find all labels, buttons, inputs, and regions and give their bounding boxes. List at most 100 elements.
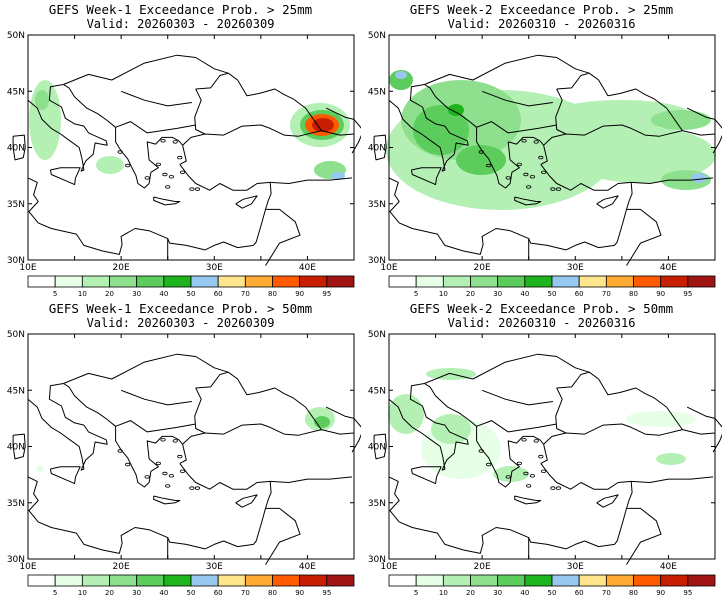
coastline-segment <box>115 121 196 134</box>
colorbar-swatch <box>388 574 417 587</box>
island <box>194 486 201 490</box>
colorbar-level-label: 10 <box>78 589 87 597</box>
coastline-segment <box>194 387 206 434</box>
island <box>165 484 171 488</box>
island <box>526 484 532 488</box>
coastline-segment <box>63 84 183 189</box>
island <box>516 162 522 167</box>
colorbar-level-label: 5 <box>53 589 57 597</box>
colorbar-level-label: 90 <box>656 589 665 597</box>
map-area <box>12 34 361 266</box>
coastline-segment <box>712 418 722 453</box>
colorbar-swatch <box>190 574 219 587</box>
island <box>541 469 547 473</box>
coastline-segment <box>351 418 361 453</box>
colorbar-level-label: 5 <box>53 290 57 298</box>
coastline-segment <box>555 387 567 434</box>
colorbar-level-label: 10 <box>78 290 87 298</box>
coastline-segment <box>424 353 590 384</box>
colorbar-swatch <box>109 275 138 288</box>
panel-title: GEFS Week-2 Exceedance Prob. > 50mm <box>409 301 674 316</box>
coastline-segment <box>540 444 548 464</box>
colorbar-level-label: 40 <box>159 290 168 298</box>
coastline-segment <box>514 196 542 206</box>
colorbar-swatch <box>497 275 526 288</box>
island <box>162 471 168 476</box>
coastline-segment <box>596 195 619 209</box>
coastline-segment <box>179 463 272 550</box>
island <box>180 170 186 174</box>
colorbar-swatch <box>54 275 83 288</box>
coastline-segment <box>540 164 633 251</box>
island <box>550 187 556 191</box>
coastlines <box>12 54 361 266</box>
island <box>155 461 161 466</box>
colorbar-swatch <box>109 574 138 587</box>
coastline-segment <box>543 124 683 146</box>
coastline-segment <box>373 433 387 460</box>
lon-tick-label: 40E <box>299 263 316 273</box>
map-panel-week1-25mm: GEFS Week-1 Exceedance Prob. > 25mm Vali… <box>0 0 361 299</box>
coastline-segment <box>476 121 557 134</box>
colorbar-level-label: 70 <box>602 290 611 298</box>
lat-tick-label: 35N <box>368 499 386 509</box>
coastline-segment <box>153 196 181 206</box>
lat-tick-label: 50N <box>368 330 386 340</box>
colorbar-swatch <box>605 574 634 587</box>
colorbar-level-label: 90 <box>656 290 665 298</box>
colorbar-level-label: 90 <box>295 589 304 597</box>
island <box>155 162 161 167</box>
coastline-segment <box>686 406 716 419</box>
colorbar-swatch <box>660 574 689 587</box>
island <box>521 139 527 143</box>
coastline-segment <box>596 494 619 508</box>
lon-tick-label: 20E <box>474 562 491 572</box>
colorbar-swatch <box>326 574 355 587</box>
coastline-segment <box>388 383 469 471</box>
colorbar-swatch <box>190 275 219 288</box>
colorbar-level-label: 40 <box>159 589 168 597</box>
coastline-segment <box>270 177 353 184</box>
island <box>523 172 529 177</box>
island <box>172 439 178 443</box>
island <box>172 140 178 144</box>
map-area <box>373 34 722 266</box>
lat-tick-label: 50N <box>7 31 25 41</box>
colorbar-level-label: 5 <box>414 589 418 597</box>
colorbar-swatch <box>578 275 607 288</box>
colorbar-level-label: 30 <box>132 589 141 597</box>
colorbar-swatch <box>272 275 301 288</box>
coastline-segment <box>424 54 590 85</box>
colorbar-level-label: 70 <box>241 589 250 597</box>
island <box>516 461 522 466</box>
lat-tick-label: 50N <box>7 330 25 340</box>
colorbar-level-label: 20 <box>466 589 475 597</box>
colorbar: 5 10 20 30 40 50 60 70 80 90 95 <box>27 574 355 597</box>
island <box>162 172 168 177</box>
coastline-segment <box>49 466 81 485</box>
colorbar-swatch <box>687 275 716 288</box>
coastline-segment <box>235 494 258 508</box>
coastline-segment <box>481 90 553 107</box>
colorbar-swatch <box>299 275 328 288</box>
panel-title: GEFS Week-1 Exceedance Prob. > 25mm <box>48 2 313 17</box>
island <box>144 475 150 479</box>
coastline-segment <box>424 84 544 189</box>
coastline-segment <box>179 444 187 464</box>
panel-valid-dates: Valid: 20260303 - 20260309 <box>86 17 275 31</box>
map-figure: 10E 20E 30E 40E 50N 45N 40N 35N 30N 5 10 20 30 40 50 6… <box>368 330 722 597</box>
colorbar-swatch <box>415 574 444 587</box>
island <box>168 175 174 179</box>
coastline-segment <box>179 145 187 165</box>
island <box>177 454 183 459</box>
lon-tick-label: 20E <box>113 263 130 273</box>
coastline-segment <box>631 476 714 483</box>
island <box>505 176 511 180</box>
colorbar-swatch <box>272 574 301 587</box>
lon-tick-label: 10E <box>380 263 397 273</box>
coastline-segment <box>351 119 361 154</box>
colorbar-swatch <box>299 574 328 587</box>
panel-title: GEFS Week-2 Exceedance Prob. > 25mm <box>409 2 674 17</box>
map-figure: 10E 20E 30E 40E 50N 45N 40N 35N 30N 5 10 20 30 40 50 6… <box>7 330 361 597</box>
lon-tick-label: 40E <box>299 562 316 572</box>
